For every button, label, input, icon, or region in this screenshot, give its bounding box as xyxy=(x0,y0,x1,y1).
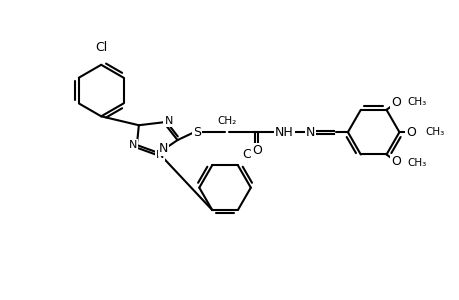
Text: N: N xyxy=(164,116,173,126)
Text: S: S xyxy=(193,126,201,139)
Text: Cl: Cl xyxy=(241,148,253,161)
Text: N: N xyxy=(159,142,168,154)
Text: O: O xyxy=(405,126,415,139)
Text: O: O xyxy=(251,143,261,157)
Text: CH₃: CH₃ xyxy=(406,97,425,106)
Text: NH: NH xyxy=(274,126,293,139)
Text: N: N xyxy=(129,140,137,150)
Text: Cl: Cl xyxy=(95,41,107,54)
Text: O: O xyxy=(390,96,400,109)
Text: CH₃: CH₃ xyxy=(424,127,443,137)
Text: CH₃: CH₃ xyxy=(406,158,425,168)
Text: N: N xyxy=(155,150,163,160)
Text: CH₂: CH₂ xyxy=(217,116,236,126)
Text: O: O xyxy=(390,155,400,168)
Text: N: N xyxy=(305,126,314,139)
